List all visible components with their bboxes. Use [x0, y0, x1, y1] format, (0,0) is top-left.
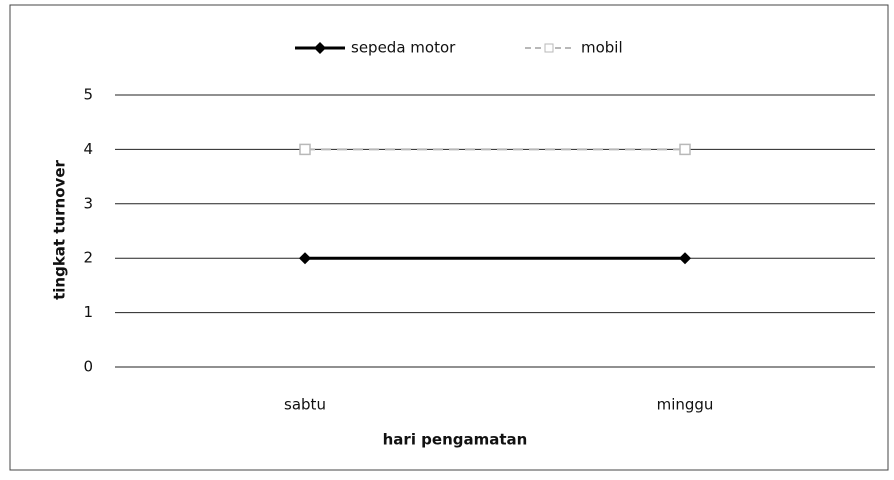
x-axis-label: hari pengamatan [383, 431, 528, 449]
point-marker [299, 143, 311, 156]
x-tick-label: minggu [657, 396, 714, 414]
y-tick-label: 3 [83, 194, 93, 212]
y-tick-label: 4 [83, 140, 93, 158]
y-axis-label: tingkat turnover [51, 160, 69, 300]
chart-border [9, 4, 889, 471]
legend-label: mobil [581, 39, 623, 57]
y-tick-label: 2 [83, 249, 93, 267]
x-tick-label: sabtu [284, 396, 326, 414]
point-marker [299, 252, 311, 265]
legend-marker [314, 42, 326, 54]
point-marker [679, 143, 691, 156]
y-tick-label: 5 [83, 86, 93, 104]
point-marker [679, 252, 691, 265]
legend-label: sepeda motor [351, 39, 456, 57]
y-tick-label: 1 [83, 303, 93, 321]
y-tick-label: 0 [83, 358, 93, 376]
legend-marker [544, 43, 554, 53]
